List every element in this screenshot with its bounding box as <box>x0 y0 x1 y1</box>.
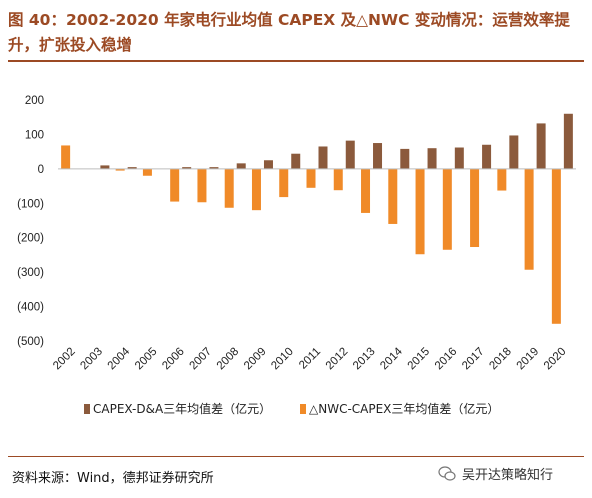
bar-capex <box>318 146 328 169</box>
bar-nwc <box>524 168 534 270</box>
bar-capex <box>236 163 246 169</box>
y-tick-label: (400) <box>17 302 44 314</box>
chart-title: 图 40：2002-2020 年家电行业均值 CAPEX 及△NWC 变动情况：… <box>8 11 570 54</box>
bar-nwc <box>470 168 480 248</box>
legend-item-nwc: △NWC-CAPEX三年均值差（亿元） <box>300 400 499 417</box>
x-tick-label: 2016 <box>433 346 460 373</box>
watermark-text: 吴开达策略知行 <box>462 468 554 483</box>
legend-swatch-capex <box>84 403 90 414</box>
bar-nwc <box>251 168 261 211</box>
bar-nwc <box>279 168 289 198</box>
y-tick-label: 100 <box>25 129 44 141</box>
bar-nwc <box>442 168 452 250</box>
watermark: 吴开达策略知行 <box>438 464 553 483</box>
bar-capex <box>563 113 573 169</box>
bar-capex <box>182 167 192 169</box>
x-tick-label: 2019 <box>515 346 542 373</box>
legend-swatch-nwc <box>300 403 306 414</box>
wechat-icon <box>438 465 456 481</box>
legend-label-capex: CAPEX-D&A三年均值差（亿元） <box>93 402 272 416</box>
bar-capex <box>454 147 464 169</box>
x-tick-label: 2017 <box>460 346 487 373</box>
bar-capex <box>482 144 492 169</box>
y-tick-label: (200) <box>17 233 44 245</box>
bar-group <box>61 113 573 324</box>
bar-nwc <box>115 168 125 171</box>
bar-nwc <box>551 168 561 324</box>
bar-capex <box>536 123 546 169</box>
x-tick-label: 2011 <box>297 346 323 372</box>
bar-capex <box>345 140 355 169</box>
y-tick-label: (500) <box>17 336 44 348</box>
bar-nwc <box>170 168 180 202</box>
x-tick-label: 2020 <box>542 346 569 373</box>
footer-divider <box>8 456 584 457</box>
source-note: 资料来源：Wind，德邦证券研究所 <box>12 471 214 486</box>
bar-capex <box>100 165 110 169</box>
bar-nwc <box>197 168 207 203</box>
x-tick-label: 2002 <box>51 346 78 373</box>
x-tick-label: 2010 <box>269 346 296 373</box>
x-tick-label: 2008 <box>215 346 242 373</box>
x-tick-label: 2003 <box>78 346 105 373</box>
bar-capex <box>400 148 410 169</box>
y-tick-label: 200 <box>25 95 44 107</box>
x-tick-label: 2014 <box>378 345 405 372</box>
bar-nwc <box>224 168 234 208</box>
x-tick-label: 2006 <box>160 346 187 373</box>
bar-capex <box>427 148 437 169</box>
bar-capex <box>127 167 137 169</box>
x-tick-label: 2018 <box>487 346 514 373</box>
bar-nwc <box>142 168 152 176</box>
x-axis: 2002 2003 2004 2005 2006 2007 2008 2009 2010 2011… <box>51 168 576 373</box>
bar-nwc <box>306 168 316 188</box>
x-tick-label: 2007 <box>187 346 214 373</box>
bar-nwc <box>361 168 371 213</box>
x-tick-label: 2015 <box>406 346 433 373</box>
y-tick-label: 0 <box>38 164 44 176</box>
y-tick-label: (100) <box>17 198 44 210</box>
bar-nwc <box>333 168 343 191</box>
x-tick-label: 2013 <box>351 346 378 373</box>
bar-nwc <box>415 168 425 255</box>
bar-nwc <box>497 168 507 191</box>
legend-label-nwc: △NWC-CAPEX三年均值差（亿元） <box>309 402 500 416</box>
bar-capex <box>373 143 383 169</box>
bar-nwc <box>388 168 398 224</box>
bar-capex <box>509 135 519 169</box>
bar-capex <box>263 160 273 169</box>
y-axis: 200 100 0 (100) (200) (300) (400) (500) <box>17 95 44 348</box>
bar-nwc <box>61 145 71 169</box>
bar-capex <box>209 167 219 169</box>
x-tick-label: 2012 <box>324 346 351 373</box>
x-tick-label: 2004 <box>106 345 133 372</box>
bar-capex <box>291 153 301 169</box>
y-tick-label: (300) <box>17 267 44 279</box>
x-tick-label: 2009 <box>242 346 269 373</box>
legend-item-capex: CAPEX-D&A三年均值差（亿元） <box>84 400 271 417</box>
title-divider <box>8 60 584 62</box>
x-tick-label: 2005 <box>133 346 160 373</box>
